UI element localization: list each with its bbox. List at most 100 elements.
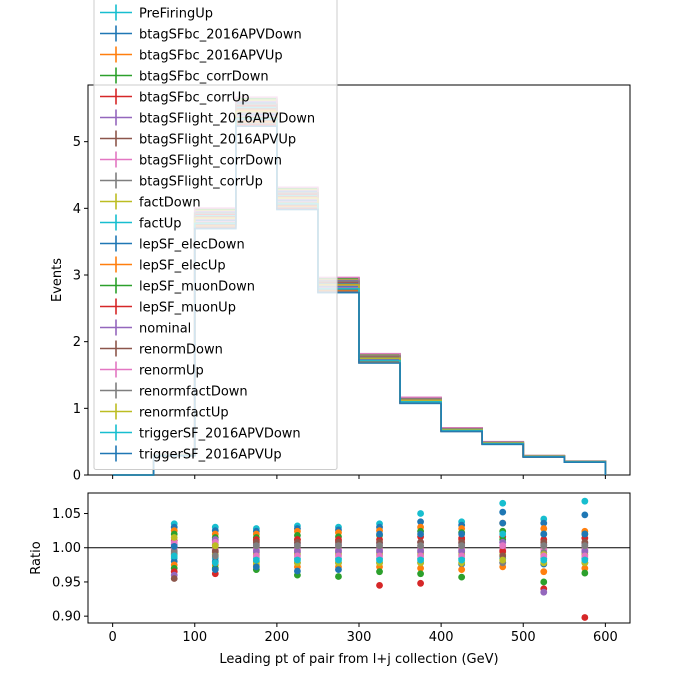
ratio-point: [499, 508, 507, 516]
legend-label: btagSFbc_2016APVUp: [139, 49, 283, 64]
ratio-point: [211, 542, 219, 550]
ratio-point: [376, 542, 383, 550]
legend-items: PreFiringUp btagSFbc_2016APVDown btagSFbc_…: [100, 4, 315, 463]
ratio-point: [581, 547, 589, 555]
legend-label: triggerSF_2016APVUp: [139, 448, 282, 463]
legend-label: btagSFlight_2016APVDown: [139, 112, 315, 127]
ratio-point: [458, 566, 466, 574]
ratio-point: [376, 547, 383, 555]
ratio-x-tick-label: 600: [593, 630, 618, 645]
ratio-x-tick-label: 0: [108, 630, 116, 645]
ratio-point: [499, 530, 507, 538]
histogram-y-tick-label: 0: [73, 469, 81, 484]
ratio-point: [294, 542, 301, 550]
legend-item: lepSF_muonUp: [100, 298, 236, 316]
ratio-point: [211, 552, 219, 560]
legend-item: renormDown: [100, 340, 223, 358]
ratio-y-tick-label: 0.90: [52, 610, 81, 625]
ratio-x-tick-label: 400: [429, 630, 454, 645]
ratio-point: [540, 578, 548, 586]
ratio-y-axis-label: Ratio: [29, 541, 44, 574]
histogram-y-tick-label: 1: [73, 402, 81, 417]
histogram-y-tick-label: 4: [73, 202, 81, 217]
ratio-point: [499, 519, 507, 527]
ratio-point: [376, 581, 383, 589]
ratio-point: [376, 556, 383, 564]
legend-item: triggerSF_2016APVDown: [100, 424, 301, 442]
ratio-point: [335, 542, 342, 550]
ratio-point: [458, 530, 466, 538]
ratio-point: [211, 559, 219, 567]
ratio-point: [170, 542, 178, 550]
ratio-point: [540, 568, 548, 576]
ratio-point: [376, 530, 383, 538]
ratio-x-ticks: 0 100 200 300 400 500 600: [108, 623, 618, 645]
ratio-point: [335, 566, 342, 574]
ratio-point: [335, 573, 342, 580]
legend-item: lepSF_elecUp: [100, 256, 226, 274]
ratio-point: [417, 579, 424, 587]
legend-label: lepSF_muonUp: [139, 301, 236, 316]
legend-label: btagSFlight_corrUp: [139, 175, 263, 190]
histogram-y-ticks: 0 1 2 3 4 5: [73, 135, 88, 484]
ratio-point: [581, 569, 589, 577]
legend-item: factUp: [100, 214, 182, 232]
ratio-x-tick-label: 300: [347, 630, 372, 645]
ratio-point: [581, 497, 589, 505]
histogram-y-axis-label: Events: [50, 258, 65, 302]
legend-item: lepSF_muonDown: [100, 277, 255, 295]
legend-item: renormfactUp: [100, 403, 229, 421]
legend-item: triggerSF_2016APVUp: [100, 445, 282, 463]
ratio-point: [294, 556, 301, 564]
legend-label: lepSF_muonDown: [139, 280, 255, 295]
ratio-point: [499, 556, 507, 564]
legend-item: renormUp: [100, 361, 204, 379]
legend: PreFiringUp btagSFbc_2016APVDown btagSFbc_…: [93, 0, 338, 470]
legend-item: btagSFbc_corrUp: [100, 88, 250, 106]
ratio-point: [458, 573, 466, 581]
legend-item: nominal: [100, 319, 191, 337]
legend-item: btagSFlight_corrUp: [100, 172, 263, 190]
ratio-point: [417, 564, 424, 572]
ratio-point: [417, 518, 424, 526]
histogram-y-tick-label: 2: [73, 335, 81, 350]
histogram-y-tick-label: 3: [73, 269, 81, 284]
legend-label: factDown: [139, 196, 201, 211]
legend-label: PreFiringUp: [139, 7, 213, 22]
legend-label: btagSFlight_corrDown: [139, 154, 282, 169]
legend-label: renormUp: [139, 364, 204, 379]
ratio-point: [540, 556, 548, 564]
ratio-point: [581, 511, 589, 519]
ratio-point: [458, 542, 466, 550]
ratio-point: [252, 563, 260, 571]
x-axis-label: Leading pt of pair from l+j collection (…: [219, 652, 498, 667]
ratio-point: [540, 519, 548, 527]
ratio-point: [294, 547, 301, 555]
ratio-point: [211, 547, 219, 555]
ratio-x-tick-label: 200: [264, 630, 289, 645]
legend-label: renormfactDown: [139, 385, 248, 400]
ratio-y-tick-label: 1.00: [52, 541, 81, 556]
ratio-point: [294, 567, 301, 575]
ratio-point: [540, 588, 548, 596]
legend-item: btagSFbc_2016APVDown: [100, 25, 302, 43]
ratio-panel: 0.90 0.95 1.00 1.05 0 100 200 300 400 500 600 Rat…: [29, 492, 631, 667]
legend-item: btagSFlight_corrDown: [100, 151, 282, 169]
legend-item: lepSF_elecDown: [100, 235, 245, 253]
ratio-point: [458, 556, 466, 564]
ratio-point: [376, 568, 383, 576]
legend-label: renormDown: [139, 343, 223, 358]
legend-item: btagSFbc_2016APVUp: [100, 46, 283, 64]
histogram-y-tick-label: 5: [73, 135, 81, 150]
ratio-point: [417, 547, 424, 555]
legend-label: factUp: [139, 217, 182, 232]
ratio-point: [417, 556, 424, 564]
ratio-point: [540, 542, 548, 550]
legend-item: factDown: [100, 193, 201, 211]
ratio-point: [170, 552, 178, 560]
ratio-point: [252, 556, 260, 564]
histogram-x-ticks: [112, 475, 606, 479]
ratio-point: [458, 547, 466, 555]
ratio-point: [170, 575, 178, 582]
legend-label: lepSF_elecDown: [139, 238, 245, 253]
